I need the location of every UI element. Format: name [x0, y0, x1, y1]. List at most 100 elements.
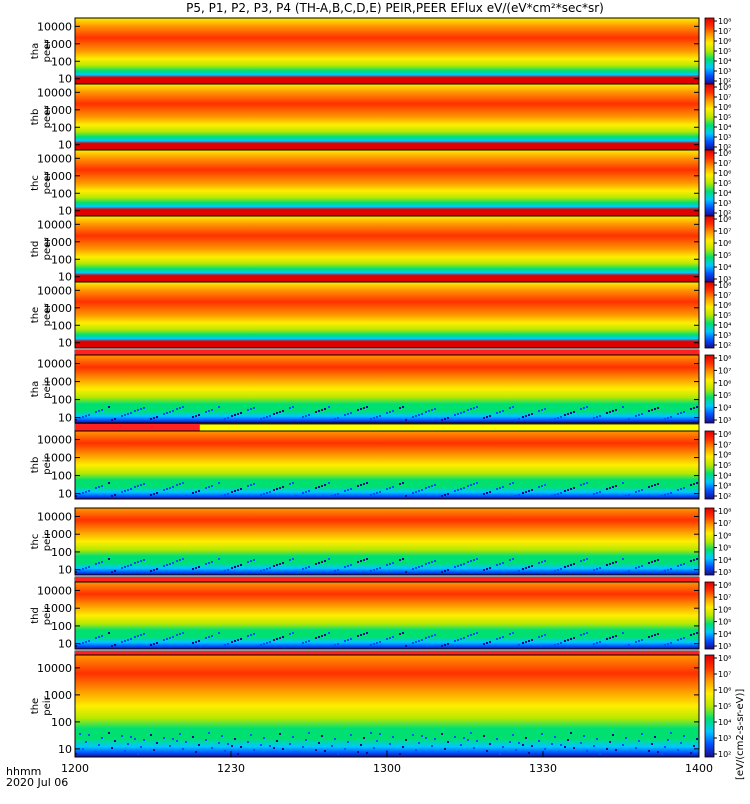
colorbar-tick-label: 10⁴ — [718, 189, 731, 198]
noise-pixel — [350, 734, 352, 736]
panel-label-species: peer — [42, 303, 53, 327]
noise-pixel — [130, 488, 132, 490]
noise-pixel — [253, 559, 255, 561]
noise-pixel — [664, 746, 666, 748]
noise-pixel — [648, 750, 650, 752]
noise-pixel — [586, 406, 588, 408]
noise-pixel — [509, 483, 511, 485]
panel-frame — [74, 507, 700, 576]
noise-pixel — [124, 640, 126, 642]
colorbar-tick-label: 10³ — [718, 199, 731, 208]
colorbar-tick-label: 10⁷ — [718, 27, 731, 36]
noise-pixel — [476, 482, 478, 484]
noise-pixel — [111, 571, 113, 573]
noise-pixel — [654, 736, 656, 738]
noise-pixel — [593, 745, 595, 747]
noise-pixel — [121, 415, 123, 417]
noise-pixel — [172, 636, 174, 638]
status-bar — [74, 576, 700, 583]
noise-pixel — [295, 571, 297, 573]
noise-pixel — [441, 495, 443, 497]
noise-pixel — [376, 568, 378, 570]
noise-pixel — [134, 738, 136, 740]
colorbar-tick-label: 10⁷ — [718, 291, 731, 300]
noise-pixel — [350, 412, 352, 414]
panel-thd-peer: 10 100 1000 10000 thd peer 10³ 10⁴ 10⁵ 10⁶ 10⁷ 10⁸ — [30, 215, 731, 284]
noise-pixel — [305, 491, 307, 493]
panel-thc-peir: 10 100 1000 10000 thc peir 10³ 10⁴ 10⁵ 10⁶ 10⁷ 10⁸ — [30, 507, 731, 577]
noise-pixel — [638, 490, 640, 492]
noise-pixel — [463, 563, 465, 565]
noise-pixel — [98, 562, 100, 564]
colorbar-tick-label: 10⁴ — [718, 57, 731, 66]
noise-pixel — [185, 419, 187, 421]
noise-pixel — [240, 412, 242, 414]
y-tick-label: 10 — [58, 488, 72, 501]
y-tick-label: 1000 — [44, 38, 72, 51]
noise-pixel — [515, 645, 517, 647]
noise-pixel — [295, 751, 297, 753]
noise-pixel — [593, 493, 595, 495]
noise-pixel — [399, 753, 401, 755]
spectrogram-image — [75, 84, 699, 150]
noise-pixel — [185, 495, 187, 497]
noise-pixel — [447, 493, 449, 495]
noise-pixel — [476, 632, 478, 634]
noise-pixel — [127, 639, 129, 641]
noise-pixel — [415, 567, 417, 569]
noise-pixel — [418, 414, 420, 416]
noise-pixel — [247, 485, 249, 487]
noise-pixel — [250, 634, 252, 636]
colorbar-tick-label: 10⁶ — [718, 169, 731, 178]
noise-pixel — [108, 482, 110, 484]
noise-pixel — [347, 741, 349, 743]
noise-pixel — [635, 641, 637, 643]
colorbar-tick-label: 10⁷ — [718, 440, 731, 449]
noise-pixel — [373, 493, 375, 495]
noise-pixel — [425, 563, 427, 565]
noise-pixel — [635, 567, 637, 569]
noise-pixel — [625, 419, 627, 421]
noise-pixel — [321, 561, 323, 563]
noise-pixel — [247, 635, 249, 637]
noise-pixel — [522, 568, 524, 570]
noise-pixel — [638, 740, 640, 742]
noise-pixel — [350, 488, 352, 490]
noise-pixel — [321, 635, 323, 637]
noise-pixel — [641, 639, 643, 641]
noise-pixel — [88, 566, 90, 568]
noise-pixel — [606, 638, 608, 640]
noise-pixel — [641, 733, 643, 735]
noise-pixel — [596, 568, 598, 570]
noise-pixel — [454, 736, 456, 738]
noise-pixel — [98, 744, 100, 746]
noise-pixel — [544, 560, 546, 562]
y-tick-label: 100 — [51, 620, 72, 633]
noise-pixel — [638, 414, 640, 416]
noise-pixel — [444, 748, 446, 750]
noise-pixel — [292, 482, 294, 484]
noise-pixel — [289, 633, 291, 635]
noise-pixel — [434, 484, 436, 486]
noise-pixel — [567, 413, 569, 415]
noise-pixel — [567, 489, 569, 491]
noise-pixel — [457, 489, 459, 491]
noise-pixel — [95, 411, 97, 413]
noise-pixel — [211, 635, 213, 637]
noise-pixel — [412, 568, 414, 570]
noise-pixel — [657, 407, 659, 409]
noise-pixel — [169, 563, 171, 565]
panel-thb-peer: 10 100 1000 10000 thb peer 10²10³10⁴10⁵10⁶10⁷1… — [30, 83, 731, 152]
x-axis-label-date: 2020 Jul 06 — [6, 776, 68, 789]
panel-the-peer: 10 100 1000 10000 the peer 10²10³10⁴10⁵10⁶10⁷1… — [30, 281, 731, 350]
noise-pixel — [502, 636, 504, 638]
noise-pixel — [266, 416, 268, 418]
noise-pixel — [266, 568, 268, 570]
noise-pixel — [114, 418, 116, 420]
noise-pixel — [75, 571, 77, 573]
noise-pixel — [208, 410, 210, 412]
noise-pixel — [405, 419, 407, 421]
noise-pixel — [683, 637, 685, 639]
noise-pixel — [124, 566, 126, 568]
